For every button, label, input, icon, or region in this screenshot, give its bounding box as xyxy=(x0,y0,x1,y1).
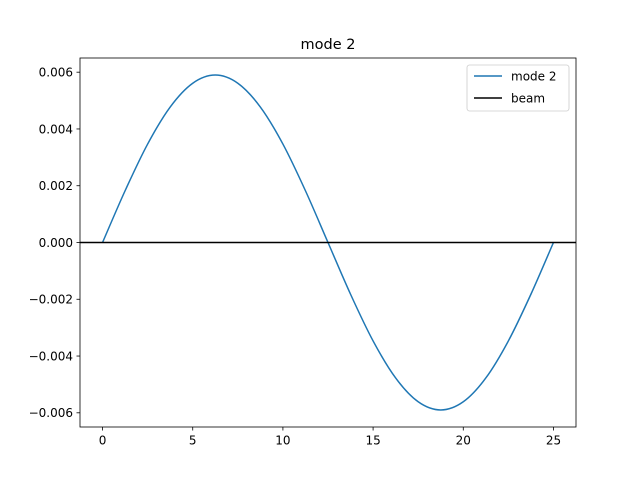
y-tick-label: 0.006 xyxy=(39,65,73,79)
legend-label: beam xyxy=(511,91,545,105)
x-tick-label: 15 xyxy=(365,434,380,448)
x-tick-label: 5 xyxy=(189,434,197,448)
x-tick-label: 20 xyxy=(456,434,471,448)
legend-label: mode 2 xyxy=(511,69,556,83)
y-tick-label: 0.002 xyxy=(39,179,73,193)
x-tick-label: 10 xyxy=(275,434,290,448)
y-tick-label: 0.004 xyxy=(39,122,73,136)
y-tick-label: 0.000 xyxy=(39,236,73,250)
y-tick-label: −0.004 xyxy=(29,349,73,363)
chart-title: mode 2 xyxy=(301,37,356,53)
y-tick-label: −0.002 xyxy=(29,293,73,307)
x-tick-label: 25 xyxy=(546,434,561,448)
y-tick-label: −0.006 xyxy=(29,406,73,420)
legend: mode 2 beam xyxy=(466,64,570,112)
x-tick-label: 0 xyxy=(99,434,107,448)
plot-area: 0 5 10 15 20 25 −0.006 −0.004 −0.002 0.000 0.002 0.… xyxy=(29,57,577,448)
